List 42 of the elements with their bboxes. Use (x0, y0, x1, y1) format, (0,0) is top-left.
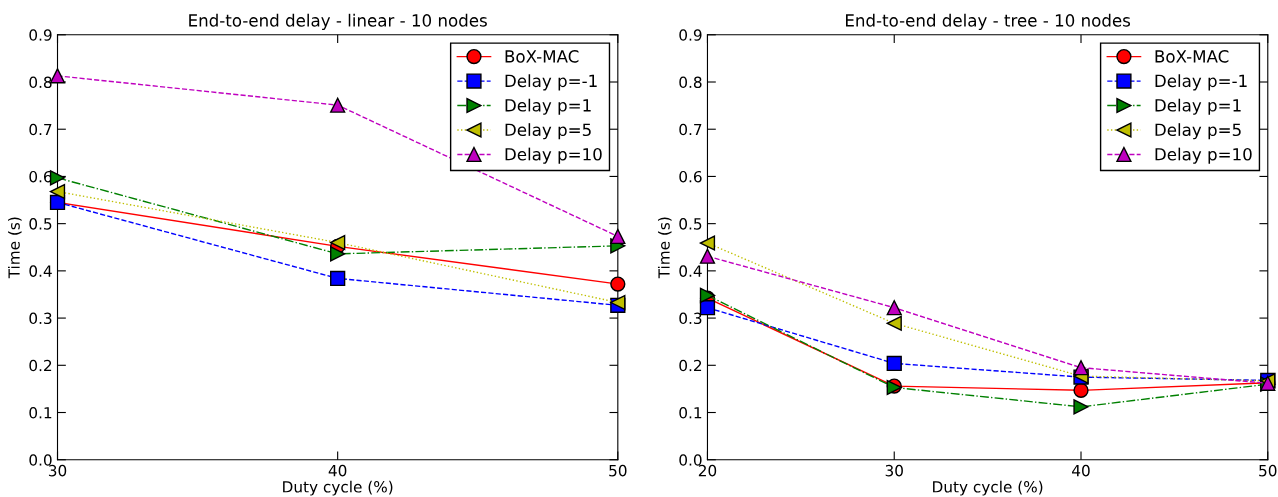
legend-label: Delay p=1 (1155, 98, 1241, 115)
x-tick-label: 30 (885, 464, 903, 477)
y-tick-label: 0.9 (29, 29, 52, 41)
legend-label: Delay p=10 (1155, 147, 1252, 164)
x-tick-label: 40 (328, 464, 347, 477)
legend-label: Delay p=5 (1155, 123, 1241, 140)
y-tick-label: 0.6 (679, 170, 702, 183)
x-axis-title: Duty cycle (%) (933, 480, 1043, 496)
x-tick-label: 20 (698, 464, 717, 477)
x-tick-label: 50 (609, 464, 627, 477)
legend-label: BoX-MAC (1155, 50, 1229, 63)
y-tick-label: 0.1 (679, 406, 702, 419)
chart-title: End-to-end delay - tree - 10 nodes (846, 13, 1131, 30)
legend-label: Delay p=-1 (505, 74, 597, 91)
x-tick-label: 30 (48, 464, 67, 477)
legend-label: BoX-MAC (505, 50, 579, 63)
y-tick-label: 0.2 (29, 359, 52, 372)
y-tick-label: 0.7 (679, 123, 702, 136)
legend-label: Delay p=5 (505, 123, 591, 140)
y-tick-label: 0.5 (679, 218, 702, 230)
y-tick-label: 0.9 (679, 29, 702, 41)
y-tick-label: 0.1 (29, 406, 52, 419)
y-tick-label: 0.8 (679, 76, 702, 89)
y-tick-label: 0.7 (29, 123, 52, 136)
y-tick-label: 0.4 (29, 265, 52, 277)
y-tick-label: 0.4 (679, 265, 702, 277)
y-tick-label: 0.2 (679, 359, 702, 372)
y-tick-label: 0.8 (29, 76, 52, 89)
chart-title: End-to-end delay - linear - 10 nodes (189, 13, 487, 30)
legend-label: Delay p=1 (505, 98, 591, 115)
y-tick-label: 0.3 (29, 312, 52, 325)
y-tick-label: 0.0 (679, 454, 702, 466)
x-tick-label: 50 (1259, 464, 1277, 477)
x-tick-label: 40 (1072, 464, 1090, 477)
y-tick-label: 0.3 (679, 312, 702, 325)
y-axis-title: Time (s) (657, 217, 672, 279)
y-tick-label: 0.5 (29, 218, 52, 230)
x-axis-title: Duty cycle (%) (283, 480, 393, 496)
legend-label: Delay p=10 (505, 147, 602, 164)
legend-label: Delay p=-1 (1155, 74, 1247, 91)
y-tick-label: 0.0 (29, 454, 52, 466)
y-axis-title: Time (s) (8, 217, 22, 279)
